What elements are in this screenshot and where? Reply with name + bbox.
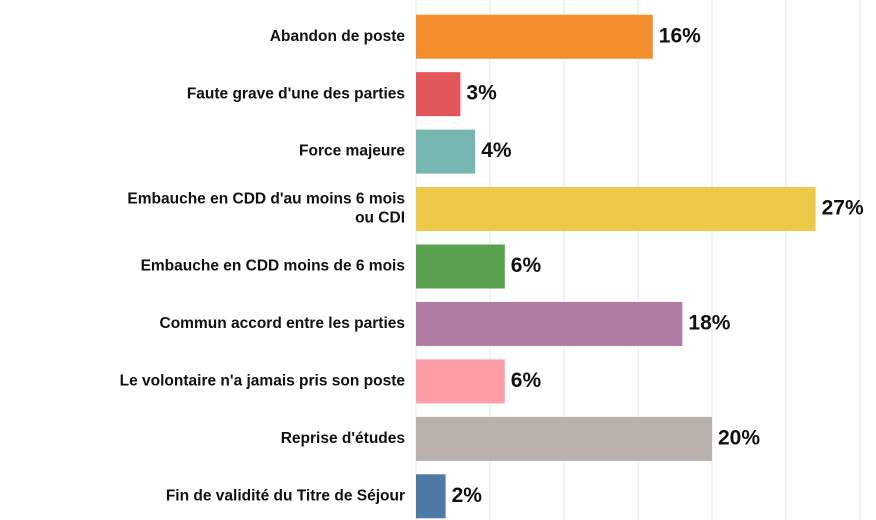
category-label: Force majeure [299, 143, 405, 160]
category-label: Embauche en CDD moins de 6 mois [141, 258, 405, 275]
value-label: 6% [511, 369, 542, 392]
bar [416, 416, 712, 461]
bar [416, 244, 505, 289]
category-label: Fin de validité du Titre de Séjour [166, 487, 405, 504]
value-label: 4% [481, 139, 512, 162]
value-label: 6% [511, 254, 542, 277]
bar [416, 14, 653, 59]
value-label: 2% [452, 484, 483, 507]
value-label: 20% [718, 426, 760, 449]
category-label: Faute grave d'une des parties [187, 85, 405, 102]
category-label: Commun accord entre les parties [160, 315, 406, 332]
value-label: 3% [466, 82, 497, 105]
bar [416, 301, 683, 346]
value-label: 18% [688, 311, 730, 334]
category-label: Le volontaire n'a jamais pris son poste [120, 372, 406, 389]
bar [416, 359, 505, 404]
bar [416, 187, 816, 232]
category-label: Abandon de poste [270, 28, 406, 45]
bar [416, 72, 461, 117]
value-label: 27% [822, 197, 864, 220]
value-label: 16% [659, 24, 701, 47]
bar [416, 129, 476, 174]
category-label: Embauche en CDD d'au moins 6 mois ou CDI [127, 191, 405, 227]
bar [416, 474, 446, 519]
category-label: Reprise d'études [281, 430, 405, 447]
